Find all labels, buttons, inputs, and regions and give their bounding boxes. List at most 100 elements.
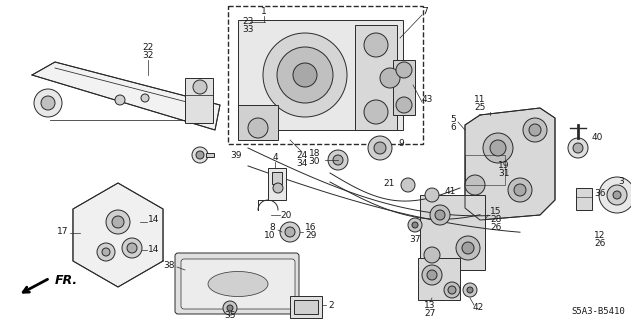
Circle shape	[424, 247, 440, 263]
Circle shape	[127, 243, 137, 253]
Circle shape	[97, 243, 115, 261]
Text: 9: 9	[398, 139, 404, 148]
Text: 20: 20	[280, 211, 292, 220]
Circle shape	[112, 216, 124, 228]
Circle shape	[490, 140, 506, 156]
Text: 3: 3	[618, 178, 624, 187]
Circle shape	[467, 287, 473, 293]
Text: 31: 31	[498, 169, 509, 178]
Circle shape	[465, 175, 485, 195]
Circle shape	[448, 286, 456, 294]
Text: 32: 32	[143, 52, 154, 60]
Circle shape	[435, 210, 445, 220]
Circle shape	[508, 178, 532, 202]
Text: 38: 38	[163, 260, 175, 269]
Bar	[418, 258, 460, 300]
Circle shape	[293, 63, 317, 87]
Polygon shape	[32, 62, 220, 130]
Circle shape	[364, 100, 388, 124]
Bar	[268, 168, 286, 200]
Circle shape	[263, 33, 347, 117]
Circle shape	[122, 238, 142, 258]
Circle shape	[463, 283, 477, 297]
Circle shape	[285, 227, 295, 237]
Circle shape	[368, 136, 392, 160]
Bar	[290, 296, 322, 318]
Circle shape	[380, 68, 400, 88]
Circle shape	[425, 188, 439, 202]
Text: 43: 43	[422, 95, 433, 105]
Text: 27: 27	[424, 308, 435, 317]
Circle shape	[193, 80, 207, 94]
Bar	[238, 20, 403, 130]
Circle shape	[456, 236, 480, 260]
Text: 2: 2	[328, 300, 334, 309]
Text: 26: 26	[594, 238, 605, 247]
Text: 14: 14	[148, 215, 160, 225]
Text: 7: 7	[422, 7, 428, 17]
Circle shape	[102, 248, 110, 256]
Text: S5A3-B5410: S5A3-B5410	[571, 308, 625, 316]
Bar	[393, 60, 415, 115]
Text: 25: 25	[475, 103, 486, 113]
Text: 37: 37	[410, 236, 421, 244]
Circle shape	[422, 265, 442, 285]
Circle shape	[273, 183, 283, 193]
Circle shape	[430, 205, 450, 225]
Text: 36: 36	[594, 188, 606, 197]
Text: 8: 8	[269, 223, 275, 233]
Text: 5: 5	[451, 116, 456, 124]
Text: 41: 41	[445, 188, 456, 196]
Text: 34: 34	[297, 158, 308, 167]
Circle shape	[328, 150, 348, 170]
Bar	[576, 188, 592, 210]
Circle shape	[599, 177, 631, 213]
Circle shape	[34, 89, 62, 117]
Text: 28: 28	[490, 215, 502, 225]
Circle shape	[401, 178, 415, 192]
Circle shape	[483, 133, 513, 163]
Circle shape	[613, 191, 621, 199]
Circle shape	[223, 301, 237, 315]
Circle shape	[607, 185, 627, 205]
Bar	[420, 195, 485, 270]
Text: 10: 10	[264, 231, 275, 241]
Circle shape	[277, 47, 333, 103]
Circle shape	[41, 96, 55, 110]
Circle shape	[529, 124, 541, 136]
Text: 21: 21	[384, 179, 395, 188]
Circle shape	[248, 118, 268, 138]
Circle shape	[462, 242, 474, 254]
Circle shape	[115, 95, 125, 105]
Circle shape	[427, 270, 437, 280]
Circle shape	[106, 210, 130, 234]
Circle shape	[192, 147, 208, 163]
Text: 19: 19	[498, 161, 509, 170]
Text: 24: 24	[297, 150, 308, 159]
Text: 4: 4	[272, 154, 278, 163]
Text: 13: 13	[424, 300, 436, 309]
Text: 6: 6	[451, 124, 456, 132]
Circle shape	[364, 33, 388, 57]
Circle shape	[412, 222, 418, 228]
Polygon shape	[73, 183, 163, 287]
Bar	[185, 78, 213, 123]
Circle shape	[196, 151, 204, 159]
Circle shape	[568, 138, 588, 158]
Circle shape	[514, 184, 526, 196]
Text: 33: 33	[242, 26, 254, 35]
Text: 22: 22	[143, 44, 153, 52]
Polygon shape	[465, 108, 555, 220]
Circle shape	[227, 305, 233, 311]
FancyBboxPatch shape	[181, 259, 295, 309]
Text: 18: 18	[309, 148, 320, 157]
Bar	[355, 25, 397, 130]
Circle shape	[396, 62, 412, 78]
Circle shape	[408, 218, 422, 232]
Circle shape	[280, 222, 300, 242]
Text: 39: 39	[230, 150, 242, 159]
FancyBboxPatch shape	[175, 253, 299, 314]
Circle shape	[523, 118, 547, 142]
Text: 17: 17	[57, 228, 68, 236]
Text: 30: 30	[309, 156, 320, 165]
